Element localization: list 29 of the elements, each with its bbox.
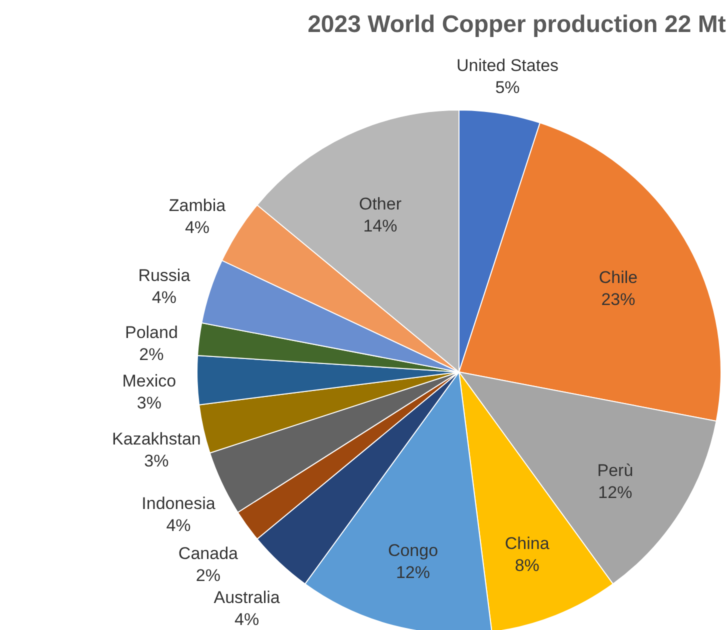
slice-label: Zambia: [168, 196, 226, 215]
slice-label: Chile: [598, 268, 638, 287]
data-label: 23%: [601, 290, 636, 309]
data-label: 8%: [514, 556, 540, 576]
data-label: 5%: [495, 78, 520, 97]
slice-label: Other: [358, 194, 402, 214]
data-label: 3%: [144, 452, 169, 471]
slice-label: Congo: [388, 541, 438, 560]
data-label: 4%: [234, 610, 260, 629]
slice-label: China: [504, 534, 550, 554]
slice-label: Kazakhstan: [112, 430, 201, 449]
data-label: 2%: [139, 345, 164, 364]
chart-title: 2023 World Copper production 22 Mt: [308, 10, 726, 38]
slice-label: Australia: [214, 588, 280, 607]
slice-label: Perù: [597, 461, 634, 480]
slice-label: United States: [456, 56, 559, 75]
data-label: 3%: [136, 394, 162, 413]
data-label: 4%: [184, 218, 210, 237]
data-label: 4%: [152, 288, 176, 308]
slice-label: Mexico: [122, 372, 176, 391]
data-label: 14%: [363, 216, 398, 236]
data-label: 4%: [166, 516, 191, 535]
data-label: 12%: [598, 483, 632, 502]
data-label: 12%: [396, 563, 430, 582]
data-label: 2%: [196, 566, 220, 586]
slice-label: Canada: [178, 544, 239, 564]
slice-label: Indonesia: [142, 494, 216, 513]
slice-label: Russia: [138, 266, 191, 286]
slice-label: Poland: [124, 323, 178, 342]
